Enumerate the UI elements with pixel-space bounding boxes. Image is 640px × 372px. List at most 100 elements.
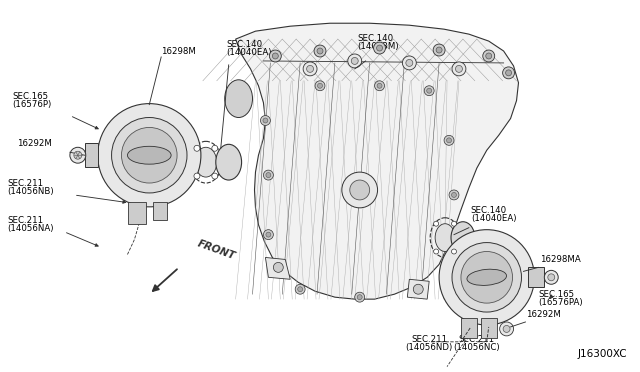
Circle shape [376, 45, 383, 51]
Circle shape [451, 192, 456, 198]
Circle shape [427, 88, 431, 93]
Circle shape [317, 83, 323, 88]
Circle shape [544, 270, 558, 284]
Text: (14056NB): (14056NB) [7, 187, 54, 196]
Circle shape [194, 173, 200, 179]
Text: 16292M: 16292M [527, 310, 561, 319]
Circle shape [273, 53, 278, 59]
Circle shape [266, 232, 271, 237]
FancyBboxPatch shape [481, 318, 497, 338]
Circle shape [447, 138, 451, 143]
Text: SEC.211: SEC.211 [7, 216, 44, 225]
Polygon shape [407, 279, 429, 299]
Circle shape [260, 116, 270, 125]
Circle shape [436, 47, 442, 53]
Text: (14040EA): (14040EA) [227, 48, 272, 57]
Text: (14056NA): (14056NA) [7, 224, 54, 232]
Circle shape [449, 190, 459, 200]
Circle shape [212, 173, 218, 179]
Circle shape [414, 284, 424, 294]
Text: (16576PA): (16576PA) [538, 298, 583, 307]
Circle shape [433, 44, 445, 56]
FancyBboxPatch shape [129, 202, 147, 224]
Circle shape [500, 322, 513, 336]
Circle shape [264, 170, 273, 180]
Circle shape [451, 221, 456, 226]
Ellipse shape [127, 146, 171, 164]
Text: (14040EA): (14040EA) [471, 214, 516, 223]
Circle shape [452, 243, 522, 312]
Text: FRONT: FRONT [196, 238, 237, 262]
FancyBboxPatch shape [461, 318, 477, 338]
Circle shape [413, 284, 423, 294]
Circle shape [212, 145, 218, 151]
Ellipse shape [467, 269, 506, 285]
Circle shape [406, 60, 413, 66]
Text: SEC.140: SEC.140 [227, 40, 263, 49]
Circle shape [548, 274, 555, 281]
Text: 16292M: 16292M [17, 139, 52, 148]
Circle shape [503, 326, 510, 333]
Circle shape [342, 172, 378, 208]
FancyBboxPatch shape [153, 202, 167, 220]
Text: 16298MA: 16298MA [540, 256, 581, 264]
Circle shape [111, 118, 187, 193]
Circle shape [298, 287, 303, 292]
Circle shape [374, 42, 385, 54]
Ellipse shape [225, 80, 253, 118]
Circle shape [483, 50, 495, 62]
Text: SEC.211: SEC.211 [459, 335, 495, 344]
Text: SEC.211: SEC.211 [411, 335, 447, 344]
Circle shape [263, 118, 268, 123]
Circle shape [314, 45, 326, 57]
Text: (14056NC): (14056NC) [454, 343, 500, 352]
Text: SEC.165: SEC.165 [12, 92, 49, 101]
Circle shape [98, 104, 201, 207]
Circle shape [444, 254, 454, 264]
Polygon shape [266, 257, 290, 279]
Circle shape [456, 65, 463, 73]
Text: (14013M): (14013M) [358, 42, 399, 51]
Circle shape [194, 145, 200, 151]
Ellipse shape [451, 222, 475, 253]
Circle shape [70, 147, 86, 163]
Polygon shape [84, 143, 98, 167]
Text: SEC.211: SEC.211 [7, 179, 44, 188]
Polygon shape [529, 267, 544, 287]
Circle shape [307, 65, 314, 73]
Circle shape [317, 48, 323, 54]
Circle shape [355, 292, 365, 302]
Circle shape [447, 257, 451, 262]
Circle shape [74, 151, 82, 159]
Circle shape [502, 67, 515, 79]
Text: SEC.140: SEC.140 [471, 206, 507, 215]
Circle shape [461, 251, 513, 303]
Circle shape [377, 83, 382, 88]
Text: (14056ND): (14056ND) [406, 343, 453, 352]
Circle shape [315, 81, 325, 91]
Circle shape [295, 284, 305, 294]
Circle shape [403, 56, 416, 70]
Circle shape [424, 86, 434, 96]
Ellipse shape [216, 144, 241, 180]
Text: SEC.140: SEC.140 [358, 34, 394, 43]
Circle shape [350, 180, 370, 200]
Circle shape [273, 262, 284, 272]
Circle shape [374, 81, 385, 91]
Circle shape [348, 54, 362, 68]
Text: J16300XC: J16300XC [578, 349, 628, 359]
Circle shape [351, 57, 358, 64]
Circle shape [264, 230, 273, 240]
Circle shape [434, 221, 438, 226]
Circle shape [417, 287, 422, 292]
Circle shape [439, 230, 534, 325]
Circle shape [266, 173, 271, 177]
Circle shape [269, 50, 282, 62]
Text: 16298M: 16298M [161, 47, 196, 56]
Circle shape [452, 62, 466, 76]
Ellipse shape [195, 147, 217, 177]
Polygon shape [236, 23, 518, 299]
Circle shape [303, 62, 317, 76]
Circle shape [357, 295, 362, 299]
Ellipse shape [435, 224, 455, 251]
